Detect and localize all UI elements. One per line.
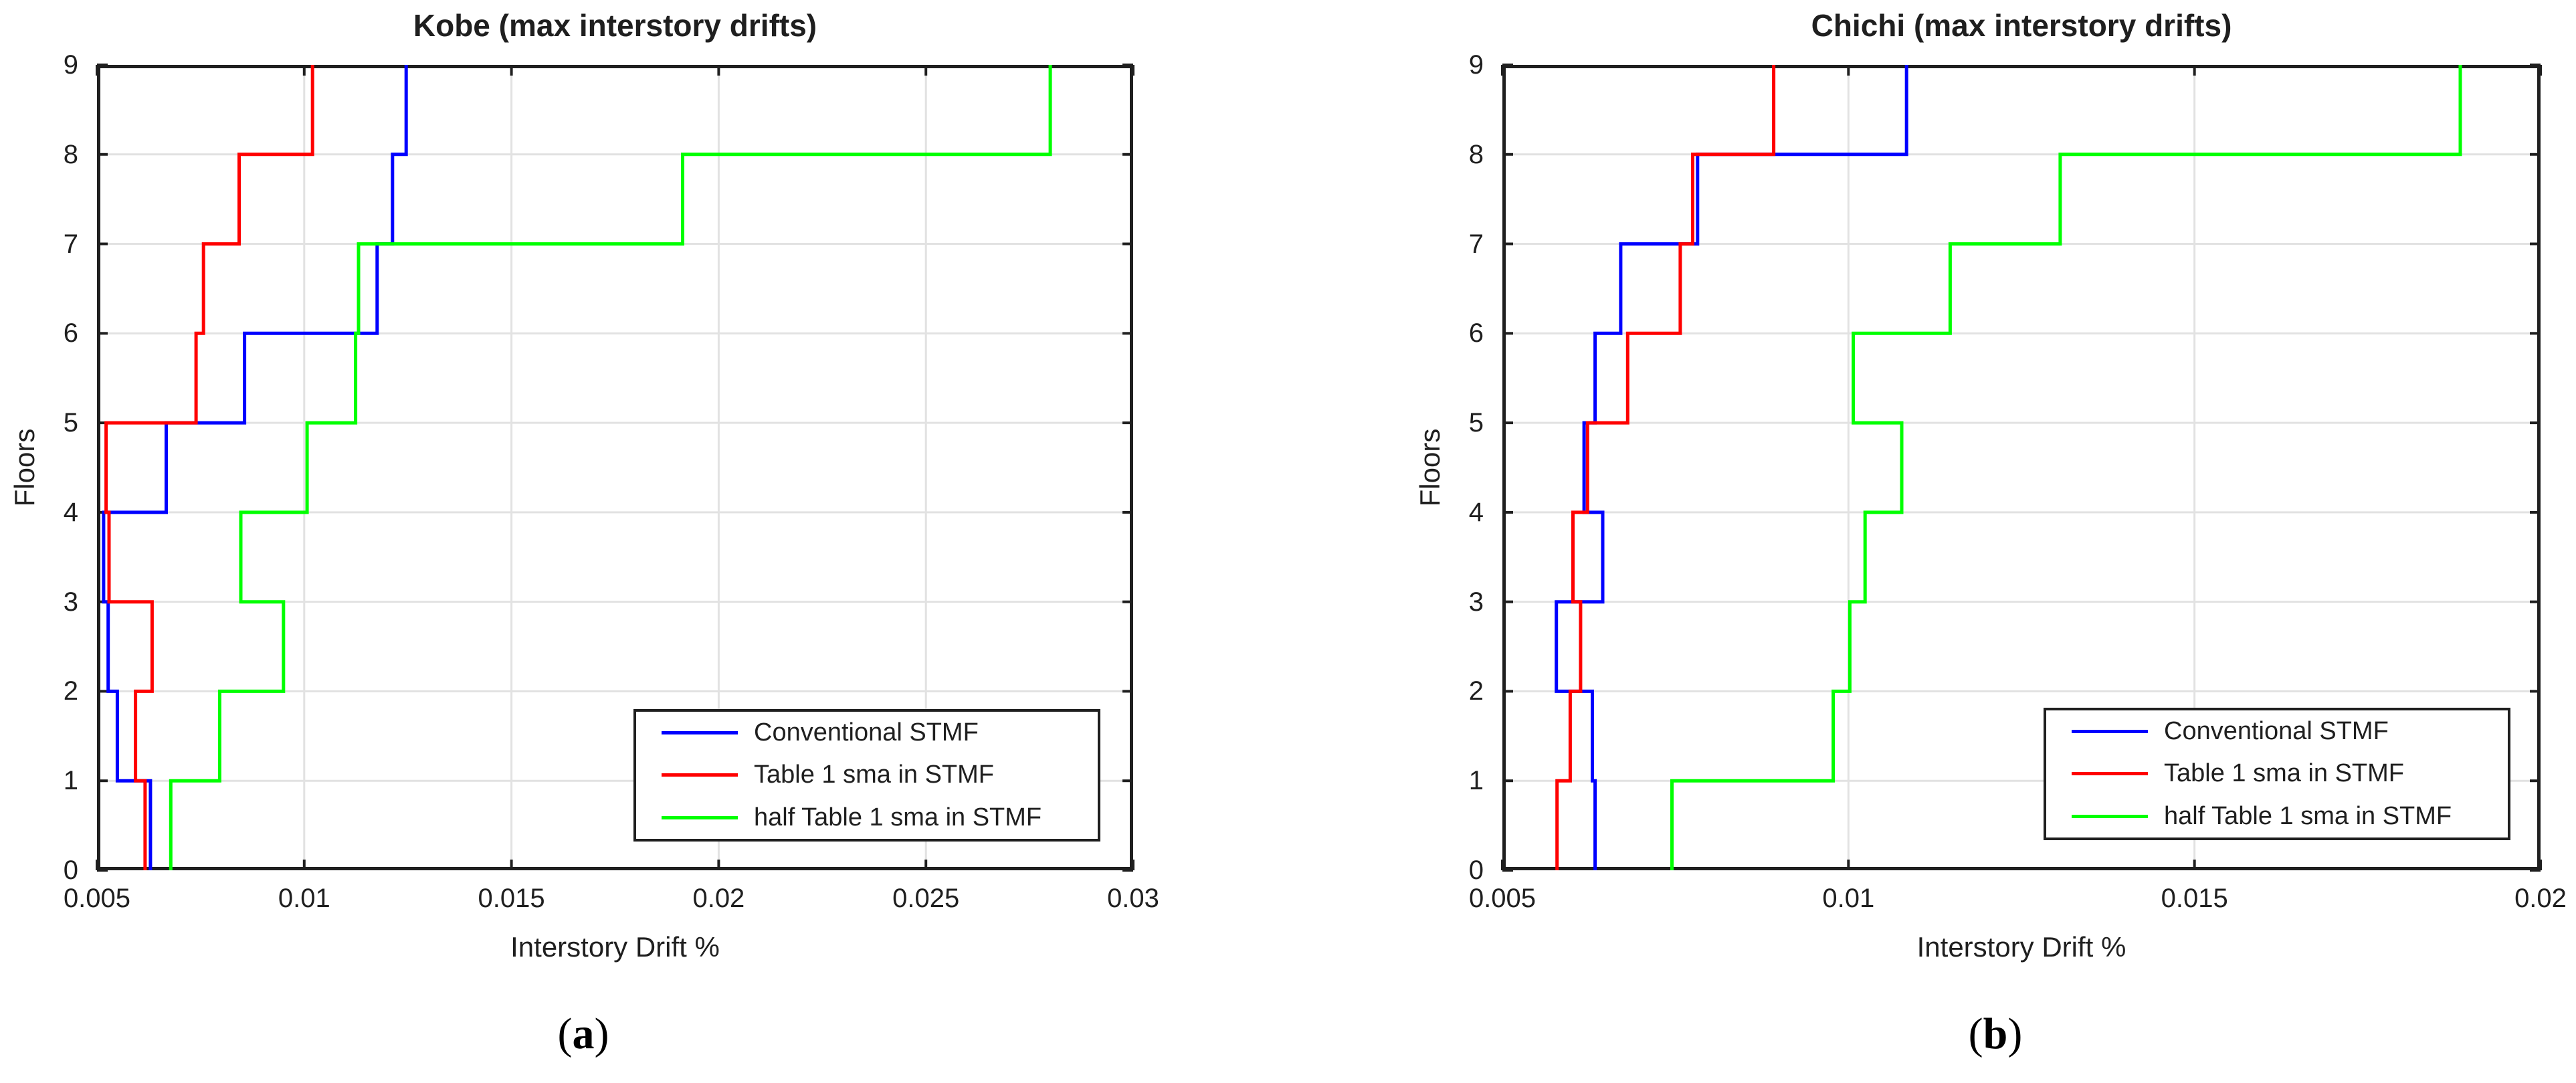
caption-paren: ) bbox=[594, 1009, 609, 1058]
x-tick-label: 0.01 bbox=[278, 884, 330, 913]
chichi-plot-area bbox=[1501, 64, 2542, 872]
y-tick-label: 5 bbox=[1468, 408, 1484, 438]
legend-item-label: Table 1 sma in STMF bbox=[754, 761, 994, 789]
chichi-legend: Conventional STMF Table 1 sma in STMF ha… bbox=[2044, 708, 2510, 840]
kobe-chart-title: Kobe (max interstory drifts) bbox=[413, 8, 817, 43]
y-tick-label: 6 bbox=[63, 318, 78, 349]
y-tick-label: 2 bbox=[1468, 676, 1484, 706]
caption-letter: a bbox=[572, 1009, 595, 1058]
subfigure-caption-a: (a) bbox=[558, 1007, 609, 1061]
legend-item-label: Conventional STMF bbox=[754, 718, 979, 747]
legend-item-table1-sma: Table 1 sma in STMF bbox=[2046, 759, 2508, 788]
green-line-sample-icon bbox=[2072, 814, 2148, 818]
axes-box bbox=[1502, 65, 2541, 870]
blue-line-sample-icon bbox=[662, 731, 738, 735]
y-tick-label: 0 bbox=[63, 856, 78, 885]
y-tick-label: 9 bbox=[1468, 50, 1484, 80]
kobe-legend: Conventional STMF Table 1 sma in STMF ha… bbox=[633, 709, 1100, 842]
blue-line-sample-icon bbox=[2072, 730, 2148, 734]
x-tick-label: 0.03 bbox=[1107, 884, 1159, 913]
caption-paren: ( bbox=[557, 1009, 573, 1058]
y-tick-label: 5 bbox=[63, 408, 78, 438]
chichi-y-axis-label: Floors bbox=[1414, 428, 1446, 507]
y-tick-label: 6 bbox=[1468, 318, 1484, 349]
legend-item-conventional-stmf: Conventional STMF bbox=[2046, 717, 2508, 746]
y-tick-label: 8 bbox=[1468, 139, 1484, 169]
red-line-sample-icon bbox=[662, 773, 738, 777]
series-line-half-table-1-sma-in-stmf bbox=[1670, 65, 2462, 870]
x-tick-label: 0.005 bbox=[1468, 884, 1537, 913]
y-tick-label: 4 bbox=[1468, 497, 1484, 527]
series-line-conventional-stmf bbox=[102, 65, 408, 870]
y-tick-label: 3 bbox=[63, 587, 78, 617]
x-tick-label: 0.01 bbox=[1822, 884, 1875, 913]
legend-item-half-table1-sma: half Table 1 sma in STMF bbox=[2046, 802, 2508, 831]
y-tick-label: 3 bbox=[1468, 587, 1484, 617]
kobe-plot-area bbox=[96, 64, 1134, 872]
series-line-conventional-stmf bbox=[1555, 65, 1908, 870]
x-tick-label: 0.02 bbox=[2514, 884, 2567, 913]
legend-item-label: half Table 1 sma in STMF bbox=[2164, 801, 2452, 830]
y-tick-label: 4 bbox=[63, 497, 78, 527]
legend-item-half-table1-sma: half Table 1 sma in STMF bbox=[636, 803, 1098, 832]
kobe-y-axis-label: Floors bbox=[9, 428, 40, 507]
legend-item-label: Conventional STMF bbox=[2164, 717, 2389, 746]
kobe-x-axis-label: Interstory Drift % bbox=[510, 931, 720, 963]
caption-paren: ) bbox=[2007, 1009, 2023, 1058]
y-tick-label: 1 bbox=[63, 766, 78, 796]
x-tick-label: 0.02 bbox=[692, 884, 745, 913]
x-tick-label: 0.015 bbox=[478, 884, 545, 913]
chichi-chart-title: Chichi (max interstory drifts) bbox=[1811, 8, 2232, 43]
y-tick-label: 9 bbox=[63, 50, 78, 80]
caption-paren: ( bbox=[1968, 1009, 1983, 1058]
legend-item-table1-sma: Table 1 sma in STMF bbox=[636, 761, 1098, 789]
series-line-table-1-sma-in-stmf bbox=[1555, 65, 1776, 870]
legend-item-label: Table 1 sma in STMF bbox=[2164, 759, 2404, 788]
subfigure-caption-b: (b) bbox=[1969, 1007, 2023, 1061]
chichi-x-axis-label: Interstory Drift % bbox=[1916, 931, 2126, 963]
x-tick-label: 0.015 bbox=[2161, 884, 2228, 913]
y-tick-label: 1 bbox=[1468, 766, 1484, 796]
x-tick-label: 0.005 bbox=[63, 884, 131, 913]
legend-item-conventional-stmf: Conventional STMF bbox=[636, 718, 1098, 747]
y-tick-label: 7 bbox=[63, 229, 78, 259]
green-line-sample-icon bbox=[662, 815, 738, 819]
y-tick-label: 0 bbox=[1468, 856, 1484, 885]
y-tick-label: 8 bbox=[63, 139, 78, 169]
y-tick-label: 7 bbox=[1468, 229, 1484, 259]
series-line-half-table-1-sma-in-stmf bbox=[169, 65, 1052, 870]
legend-item-label: half Table 1 sma in STMF bbox=[754, 803, 1042, 831]
y-tick-label: 2 bbox=[63, 676, 78, 706]
series-line-table-1-sma-in-stmf bbox=[104, 65, 314, 870]
red-line-sample-icon bbox=[2072, 772, 2148, 776]
caption-letter: b bbox=[1983, 1009, 2008, 1058]
x-tick-label: 0.025 bbox=[892, 884, 960, 913]
axes-box bbox=[97, 65, 1133, 870]
